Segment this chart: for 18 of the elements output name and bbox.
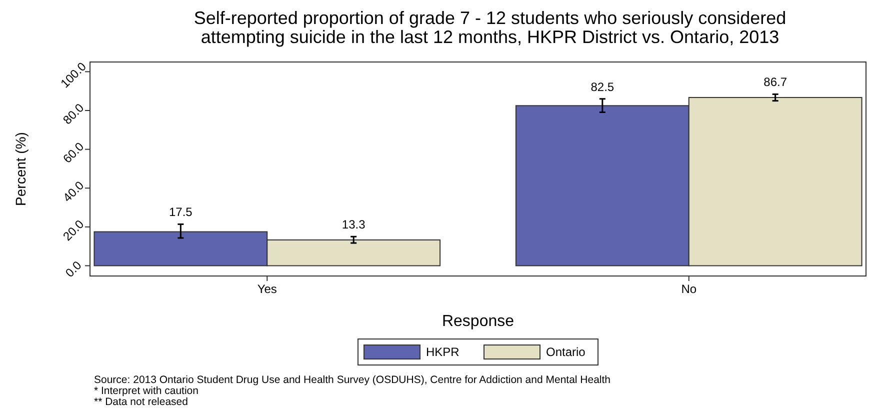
text: * Interpret with caution (94, 385, 199, 397)
x-tick-label: Yes (257, 282, 277, 296)
x-axis-title: Response (442, 313, 514, 330)
source-note: Source: 2013 Ontario Student Drug Use and Health Survey (OSDUHS), Centre for Addiction and Mental Health (94, 374, 611, 386)
y-tick-label: 0.0 (62, 258, 84, 280)
data-label: 17.5 (168, 205, 193, 220)
chart-title: Self-reported proportion of grade 7 - 12 students who seriously considered attempting suicide in the last 12 months, HKPR District vs. Ontario, 2013 (194, 8, 786, 47)
data-label: 13.3 (342, 218, 366, 232)
legend-label: Ontario (546, 345, 586, 359)
y-tick-label: 80.0 (60, 100, 87, 128)
x-tick-label: No (681, 282, 697, 296)
legend-label: HKPR (426, 345, 460, 359)
y-tick-label: 40.0 (60, 178, 87, 205)
text: ** Data not released (94, 396, 188, 408)
data-label: 86.7 (764, 75, 788, 90)
y-axis-title: Percent (%) (12, 132, 29, 206)
y-tick-label: 60.0 (60, 139, 87, 166)
data-label: 82.5 (590, 80, 614, 94)
